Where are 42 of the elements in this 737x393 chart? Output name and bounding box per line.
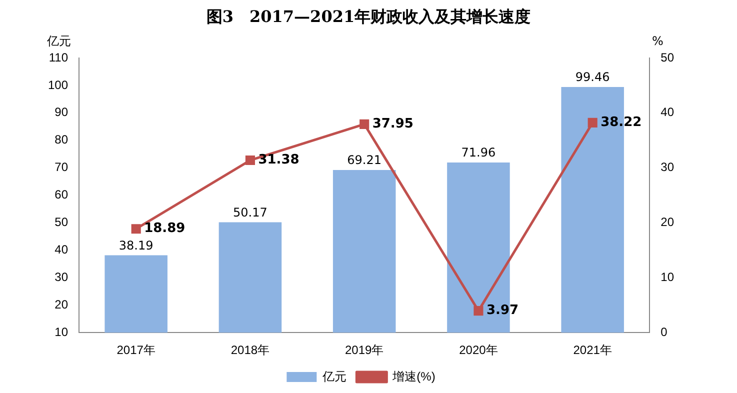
y2-tick-label: 0 [660,324,668,339]
data-label: 38.19 [118,238,154,252]
legend-label: 增速(%) [392,369,436,384]
data-label: 37.95 [372,116,414,132]
chart-title: 图3 2017—2021年财政收入及其增长速度 [205,6,532,28]
y2-axis-title: % [652,34,664,48]
x-tick-label: 2017年 [116,343,156,358]
y-tick-label: 90 [54,105,68,120]
y2-tick-label: 30 [660,160,674,174]
y-tick-label: 60 [54,188,68,202]
y2-tick-label: 50 [660,50,674,64]
data-label: 71.96 [461,146,496,160]
x-tick-label: 2021年 [573,343,612,358]
y-tick-label: 110 [48,50,68,64]
data-label: 31.38 [258,152,300,168]
y-tick-label: 80 [54,132,68,147]
point [588,118,598,128]
point [360,119,370,129]
data-label: 38.22 [600,115,642,130]
y2-tick-label: 40 [660,105,674,120]
data-label: 50.17 [233,205,268,220]
point [245,155,255,166]
x-tick-label: 2019年 [344,343,384,358]
point [474,306,484,316]
y2-tick-label: 10 [660,270,674,284]
y-tick-label: 100 [48,78,68,92]
data-label: 3.97 [486,303,519,318]
data-label: 99.46 [575,70,610,84]
x-tick-label: 2018年 [230,343,270,358]
y-tick-label: 10 [54,324,68,339]
y2-tick-label: 20 [660,215,674,230]
data-label: 18.89 [144,221,186,236]
y-tick-label: 20 [54,297,68,312]
x-tick-label: 2020年 [459,343,498,358]
y-tick-label: 40 [54,242,68,257]
y-axis-title: 亿元 [46,34,71,48]
y-tick-label: 70 [54,160,68,174]
y-tick-label: 30 [54,270,68,284]
data-label: 69.21 [347,153,382,168]
legend-label: 亿元 [322,369,347,384]
y-tick-label: 50 [54,215,68,230]
point [131,224,141,234]
